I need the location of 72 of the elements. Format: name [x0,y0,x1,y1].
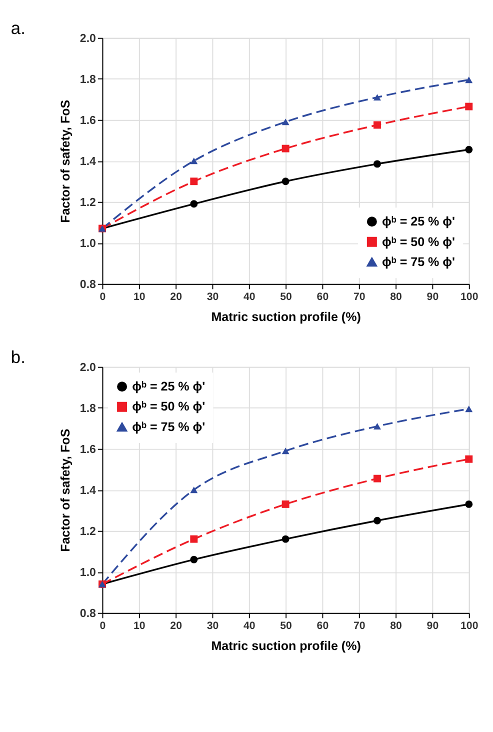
x-tick-label: 80 [390,290,402,303]
x-tick-label: 40 [243,290,256,303]
y-tick-label: 1.2 [80,197,96,210]
y-tick-label: 1.0 [80,238,96,250]
chart-title: b. [10,346,26,367]
point [282,118,290,126]
legend-label: ϕᵇ = 25 % ϕ' [132,379,206,394]
y-axis-title: Factor of safety, FoS [58,428,72,552]
point [373,121,381,129]
x-tick-label: 20 [170,290,182,303]
point [282,144,290,152]
x-tick-label: 10 [134,620,146,632]
x-axis-title: Matric suction profile (%) [211,310,361,324]
point [190,486,198,494]
chart-title: a. [10,18,26,38]
y-tick-label: 1.6 [80,444,97,456]
point [465,500,473,508]
y-tick-label: 1.0 [80,567,96,580]
point [465,102,473,110]
x-tick-label: 10 [134,290,146,303]
x-tick-label: 100 [460,290,478,303]
y-tick-label: 1.8 [80,403,97,416]
x-tick-label: 0 [100,290,106,303]
x-tick-label: 0 [100,620,106,632]
x-tick-label: 60 [316,290,329,303]
y-tick-label: 2.0 [80,362,96,374]
x-tick-label: 60 [316,620,329,632]
point [465,455,473,463]
point [190,535,198,543]
x-tick-label: 70 [353,620,366,632]
point [282,535,290,543]
point [465,146,473,154]
x-tick-label: 20 [170,620,182,632]
legend-label: ϕᵇ = 75 % ϕ' [382,255,456,270]
y-tick-label: 0.8 [80,279,97,292]
y-axis-title: Factor of safety, FoS [58,100,72,223]
x-tick-label: 50 [280,290,292,303]
y-tick-label: 1.4 [80,156,97,168]
x-tick-label: 90 [426,290,439,303]
y-tick-label: 1.2 [80,526,96,538]
point [373,94,381,101]
point [190,556,198,564]
y-tick-label: 1.8 [80,74,97,86]
legend-label: ϕᵇ = 75 % ϕ' [132,420,206,434]
y-tick-label: 1.6 [80,115,97,128]
point [465,406,473,412]
y-tick-label: 0.8 [80,608,97,620]
point [190,158,198,164]
legend-label: ϕᵇ = 50 % ϕ' [382,234,456,249]
point [282,178,290,186]
point [373,474,381,482]
x-tick-label: 90 [426,620,439,632]
x-tick-label: 40 [243,620,256,632]
x-tick-label: 30 [206,290,219,303]
point [373,516,381,524]
point [373,423,381,430]
y-tick-label: 2.0 [80,33,96,46]
point [282,448,290,454]
y-tick-label: 1.4 [80,485,97,498]
point [190,178,198,186]
legend-label: ϕᵇ = 50 % ϕ' [132,400,206,414]
x-tick-label: 30 [206,620,219,632]
point [190,200,198,208]
point [465,76,473,84]
point [282,500,290,508]
x-tick-label: 100 [460,620,478,632]
x-tick-label: 80 [390,620,402,632]
x-tick-label: 70 [353,290,366,303]
point [373,160,381,168]
x-tick-label: 50 [280,620,292,632]
x-axis-title: Matric suction profile (%) [211,639,361,653]
legend-label: ϕᵇ = 25 % ϕ' [382,214,456,228]
